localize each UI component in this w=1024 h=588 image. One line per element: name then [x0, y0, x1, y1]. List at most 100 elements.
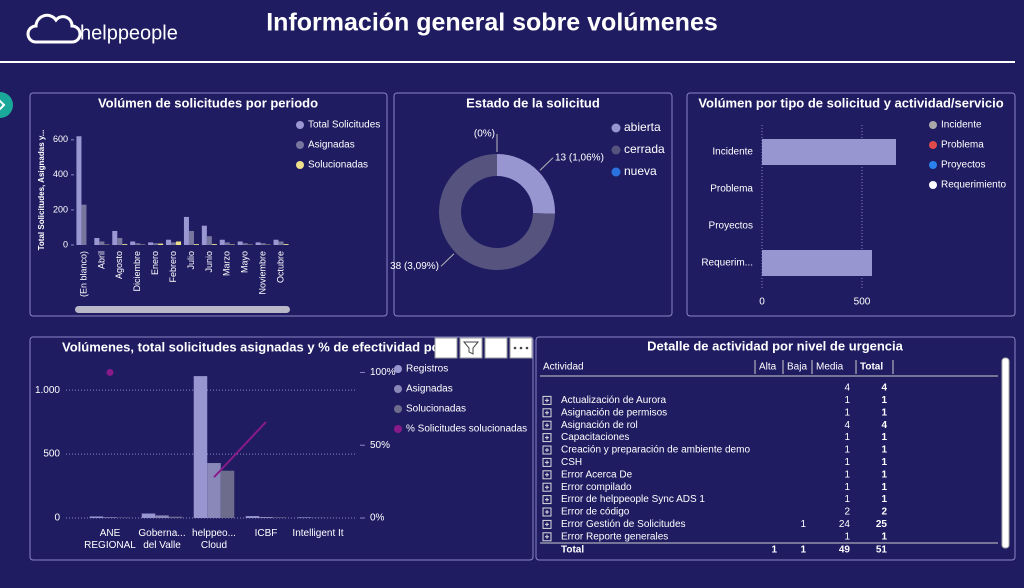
table-cell: Actualización de Aurora — [561, 395, 667, 406]
nav-arrow — [0, 99, 6, 111]
bar — [229, 244, 235, 245]
expand-button[interactable] — [542, 408, 552, 418]
bar — [103, 517, 117, 518]
bar — [130, 241, 136, 245]
expand-button[interactable] — [542, 507, 552, 517]
column-header: Media — [816, 362, 844, 373]
legend-label: Proyectos — [941, 160, 985, 171]
expand-button[interactable] — [542, 532, 552, 542]
filter-icon — [462, 341, 480, 355]
x-tick-label: Abril — [96, 251, 106, 269]
column-header: Alta — [759, 362, 777, 373]
bar — [168, 516, 183, 518]
table-cell: 1 — [844, 531, 850, 542]
table-cell: Error Acerca De — [561, 469, 633, 480]
x-tick-label: Enero — [150, 251, 160, 275]
panel-title: Volúmenes, total solicitudes asignadas y… — [62, 339, 440, 354]
table-cell: 1 — [881, 395, 887, 406]
table-cell: 24 — [839, 519, 851, 530]
x-tick-label: Mayo — [240, 251, 250, 273]
bar — [259, 516, 273, 518]
legend-label: abierta — [624, 120, 661, 134]
x-tick-label: Noviembre — [258, 251, 268, 295]
table-cell: Creación y preparación de ambiente demo — [561, 445, 750, 456]
focus-button[interactable] — [484, 337, 508, 359]
x-tick-label: Julio — [186, 251, 196, 270]
bar — [81, 204, 87, 245]
legend-label: % Solicitudes solucionadas — [406, 424, 527, 435]
x-tick-label: (En blanco) — [78, 251, 88, 297]
table-cell: Error de código — [561, 507, 630, 518]
legend-marker — [611, 167, 621, 177]
panel — [29, 92, 388, 317]
expand-button[interactable] — [542, 519, 552, 529]
bar — [245, 516, 260, 518]
x-tick-label: ANE REGIONAL — [84, 528, 136, 551]
table-cell: 25 — [876, 519, 888, 530]
legend-label: Asignadas — [406, 384, 453, 395]
y-tick-label: Requerim... — [701, 258, 753, 269]
legend-marker — [296, 161, 304, 169]
expand-button[interactable] — [542, 420, 552, 430]
panel — [686, 92, 1016, 317]
x-tick-label: Intelligent It — [292, 528, 344, 539]
table-cell: 1 — [881, 457, 887, 468]
bar — [99, 241, 105, 245]
leader-line — [539, 157, 554, 171]
table-cell: Error de helppeople Sync ADS 1 — [561, 494, 705, 505]
legend-label: Solucionadas — [308, 160, 368, 171]
y-tick-label: Problema — [710, 184, 753, 195]
panel — [535, 336, 1016, 561]
expand-icon — [545, 497, 549, 502]
expand-button[interactable] — [542, 445, 552, 455]
column-header: Baja — [787, 362, 807, 373]
copy-button[interactable] — [434, 337, 458, 359]
dot — [519, 346, 523, 350]
legend-marker — [929, 181, 937, 189]
table-cell: 1 — [771, 545, 777, 556]
legend-marker — [394, 425, 402, 433]
table-scrollbar[interactable] — [1001, 357, 1010, 549]
legend-label: nueva — [624, 164, 657, 178]
nav-button[interactable] — [0, 92, 13, 118]
table-cell: Error Gestión de Solicitudes — [561, 519, 686, 530]
bar — [188, 230, 194, 245]
bar — [171, 242, 177, 245]
bar — [141, 513, 156, 518]
filter-button[interactable] — [459, 337, 483, 359]
expand-icon — [545, 410, 549, 415]
table-cell: Total — [561, 545, 584, 556]
panel-title: Volúmen por tipo de solicitud y activida… — [698, 95, 1003, 110]
data-label: 38 (3,09%) — [390, 261, 439, 272]
expand-button[interactable] — [542, 495, 552, 505]
expand-icon — [545, 485, 549, 490]
table-cell: 4 — [881, 420, 887, 431]
y2-tick-label: 0% — [370, 513, 385, 524]
scrollbar[interactable] — [75, 306, 290, 313]
bar — [283, 244, 289, 245]
x-tick-label: ICBF — [254, 528, 278, 539]
panel-title: Detalle de actividad por nivel de urgenc… — [647, 338, 904, 353]
expand-button[interactable] — [542, 433, 552, 443]
x-tick-label: Febrero — [168, 251, 178, 283]
leader-line — [440, 253, 455, 267]
expand-button[interactable] — [542, 470, 552, 480]
table-cell: 2 — [844, 507, 850, 518]
expand-icon — [545, 460, 549, 465]
x-tick-label: Marzo — [222, 251, 232, 276]
expand-button[interactable] — [542, 457, 552, 467]
bar — [278, 241, 284, 245]
line — [213, 421, 267, 478]
data-label: 13 (1,06%) — [555, 152, 604, 163]
panel-title: Volúmen de solicitudes por periodo — [98, 95, 318, 110]
table-cell: 1 — [844, 494, 850, 505]
y-axis-label: Total Solicitudes, Asignadas y... — [37, 130, 46, 251]
legend-label: cerrada — [624, 142, 665, 156]
bar — [762, 139, 896, 165]
expand-button[interactable] — [542, 482, 552, 492]
bar — [201, 225, 207, 245]
bar — [219, 239, 225, 245]
legend-marker — [296, 141, 304, 149]
table-cell: 1 — [844, 457, 850, 468]
expand-button[interactable] — [542, 395, 552, 405]
